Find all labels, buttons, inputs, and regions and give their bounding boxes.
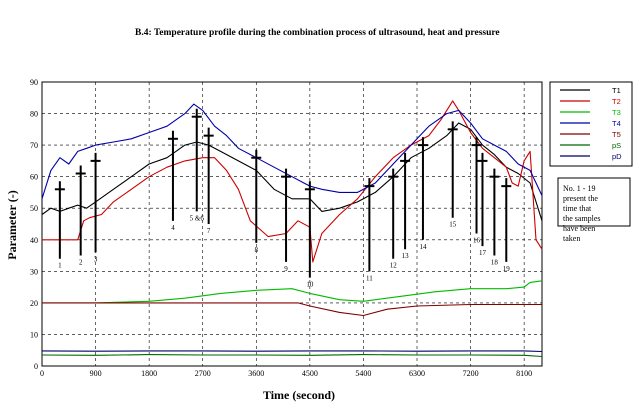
sample-marker-label: 9 [284,265,288,273]
sample-marker-label: 10 [306,281,314,289]
legend-label-t2: T2 [612,97,621,106]
sample-marker-label: 18 [491,259,499,267]
sample-marker-label: 11 [366,274,373,282]
sample-marker-label: 8 [255,246,259,254]
sample-marker-label: 15 [449,221,457,229]
sample-marker-label: 19 [503,265,511,273]
x-tick-label: 5400 [355,369,371,378]
x-tick-label: 8100 [516,369,532,378]
sample-marker-label: 2 [79,259,83,267]
x-axis-label: Time (second) [263,388,335,402]
y-tick-label: 70 [30,141,38,150]
plot-frame [41,81,543,367]
y-tick-label: 10 [30,330,38,339]
annotation-box: No. 1 - 19 present the time that the sample… [557,177,631,243]
sample-marker-label: 4 [171,224,175,232]
sample-marker-label: 14 [419,243,427,251]
sample-marker-label: 17 [479,249,487,257]
sample-marker-9: 9 [281,168,292,273]
sample-marker-label: 12 [390,262,398,270]
chart-title: B.4: Temperature profile during the comb… [135,28,500,38]
sample-marker-7: 7 [203,127,214,235]
legend-label-pd: pD [612,152,622,161]
sample-marker-15: 15 [447,121,458,229]
sample-marker-label: 7 [207,227,211,235]
legend-label-t4: T4 [612,119,621,128]
x-tick-label: 900 [90,369,102,378]
sample-marker-19: 19 [501,178,512,273]
legend-label-t5: T5 [612,130,621,139]
legend: T1 T2 T3 T4 T5 pS pD [549,81,633,167]
x-tick-label: 0 [40,369,44,378]
x-tick-label: 2700 [195,369,211,378]
series-line-t2 [42,100,543,263]
sample-marker-14: 14 [417,137,428,251]
series-line-t5 [42,302,542,317]
series-line-ps [41,354,543,358]
series-line-t4 [41,103,543,199]
y-tick-label: 60 [30,173,38,182]
sample-marker-label: 16 [473,236,481,244]
y-tick-label: 90 [30,78,38,87]
sample-marker-label: 3 [94,255,98,263]
y-axis-label: Parameter (-) [5,190,19,259]
x-tick-label: 6300 [409,369,425,378]
sample-marker-2: 2 [75,165,86,267]
y-tick-label: 40 [30,236,38,245]
y-tick-label: 20 [30,299,38,308]
sample-marker-10: 10 [304,181,315,289]
legend-label-t3: T3 [612,108,621,117]
x-tick-label: 4500 [302,369,318,378]
legend-box [549,81,633,167]
sample-marker-label: 1 [58,262,62,270]
series-line-pd [41,350,543,353]
x-tick-label: 3600 [248,369,264,378]
y-tick-label: 50 [30,204,38,213]
grid [42,82,542,366]
sample-marker-11: 11 [364,178,375,282]
y-tick-label: 30 [30,267,38,276]
annotation-text: No. 1 - 19 present the time that the sample… [563,184,601,243]
sample-marker-4: 4 [167,130,178,232]
sample-marker-8: 8 [251,149,262,254]
legend-label-t1: T1 [612,86,621,95]
series-line-t1 [41,122,543,221]
sample-marker-1: 1 [54,181,65,270]
y-tick-label: 80 [30,110,38,119]
series-line-t3 [42,280,543,304]
sample-marker-3: 3 [90,152,101,263]
sample-marker-17: 17 [477,152,488,257]
sample-marker-label: 13 [402,252,410,260]
legend-label-ps: pS [612,141,621,150]
sample-marker-5-6: 5 &6 [190,108,205,222]
y-tick-label: 0 [34,362,38,371]
sample-marker-12: 12 [388,168,399,270]
x-tick-label: 1800 [141,369,157,378]
sample-marker-13: 13 [400,152,411,260]
x-tick-label: 7200 [463,369,479,378]
sample-marker-16: 16 [471,137,482,244]
sample-marker-18: 18 [489,168,500,267]
sample-marker-label: 5 &6 [190,214,205,222]
series-lines [41,100,543,358]
